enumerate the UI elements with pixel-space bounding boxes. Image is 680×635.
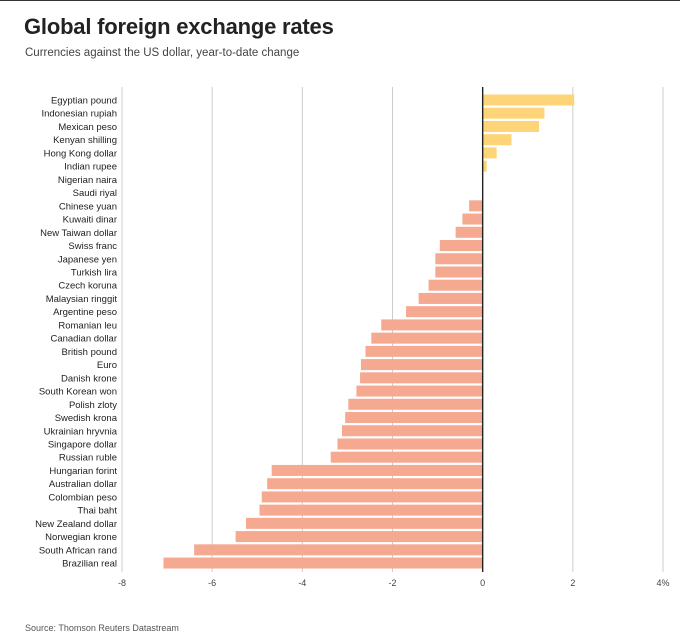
category-label: Egyptian pound [51,96,117,107]
bar [482,160,487,172]
x-tick-label: 0 [480,578,485,588]
category-label: South Korean won [39,387,117,398]
bar [163,557,483,569]
category-label: South African rand [39,545,117,556]
bar [348,398,483,410]
bar [342,425,483,437]
chart-title: Global foreign exchange rates [24,14,334,39]
x-tick-label: -8 [118,578,126,588]
category-label: Turkish lira [71,267,118,278]
category-label: Mexican peso [58,122,117,133]
category-label: Euro [97,360,117,371]
x-tick-label: 4% [656,578,669,588]
category-label: Polish zloty [69,400,117,411]
bar [371,332,483,344]
bar [356,385,483,397]
bar [482,134,512,146]
category-label: New Zealand dollar [35,519,117,530]
category-label: Brazilian real [62,559,117,570]
bar [245,517,483,529]
category-label: Ukrainian hryvnia [44,426,118,437]
bars-layer [163,94,575,569]
category-label: Romanian leu [58,320,117,331]
category-label: Swedish krona [55,413,118,424]
bar [406,306,483,318]
chart-subtitle: Currencies against the US dollar, year-t… [25,47,300,59]
category-label: Saudi riyal [73,188,117,199]
category-label: Indonesian rupiah [41,109,117,120]
bar [418,292,483,304]
category-label: Danish krone [61,373,117,384]
category-label: Kuwaiti dinar [63,215,117,226]
category-label: Thai baht [77,506,117,517]
category-label: Hungarian forint [49,466,117,477]
bar [428,279,483,291]
bar [235,531,483,543]
bar [194,544,483,556]
category-label: Malaysian ringgit [46,294,118,305]
bar [482,94,575,106]
category-label: Colombian peso [48,492,117,503]
category-label: Australian dollar [49,479,117,490]
bar [337,438,483,450]
bar [381,319,483,331]
tick-labels-layer: -8 -6 -4 -2 0 2 4% [118,578,670,588]
category-label: Argentine peso [53,307,117,318]
category-label: New Taiwan dollar [40,228,117,239]
bar [365,345,483,357]
bar [360,359,483,371]
category-label: Russian ruble [59,453,117,464]
bar [330,451,483,463]
bar [435,253,483,265]
bar [345,412,483,424]
x-tick-label: 2 [570,578,575,588]
category-label: Singapore dollar [48,439,117,450]
bar [435,266,483,278]
category-label: Chinese yuan [59,201,117,212]
category-label: Nigerian naira [58,175,118,186]
bar [462,213,483,225]
x-tick-label: -2 [388,578,396,588]
bar [271,464,483,476]
bar [482,120,540,132]
category-label: British pound [62,347,117,358]
category-labels-layer: Egyptian pound Indonesian rupiah Mexican p… [35,96,118,570]
category-label: Canadian dollar [50,334,117,345]
bar [267,478,483,490]
bar [360,372,483,384]
bar [439,240,483,252]
bar [482,147,497,159]
category-label: Czech koruna [58,281,117,292]
top-rule [0,0,680,1]
bar [261,491,483,503]
bar [469,200,483,212]
category-label: Japanese yen [58,254,117,265]
category-label: Hong Kong dollar [44,148,117,159]
category-label: Indian rupee [64,162,117,173]
category-label: Norwegian krone [45,532,117,543]
bar [259,504,483,516]
bar [455,226,483,238]
x-tick-label: -6 [208,578,216,588]
category-label: Swiss franc [68,241,117,252]
x-tick-label: -4 [298,578,306,588]
bar [482,107,545,119]
category-label: Kenyan shilling [53,135,117,146]
source-note: Source: Thomson Reuters Datastream [25,623,179,633]
